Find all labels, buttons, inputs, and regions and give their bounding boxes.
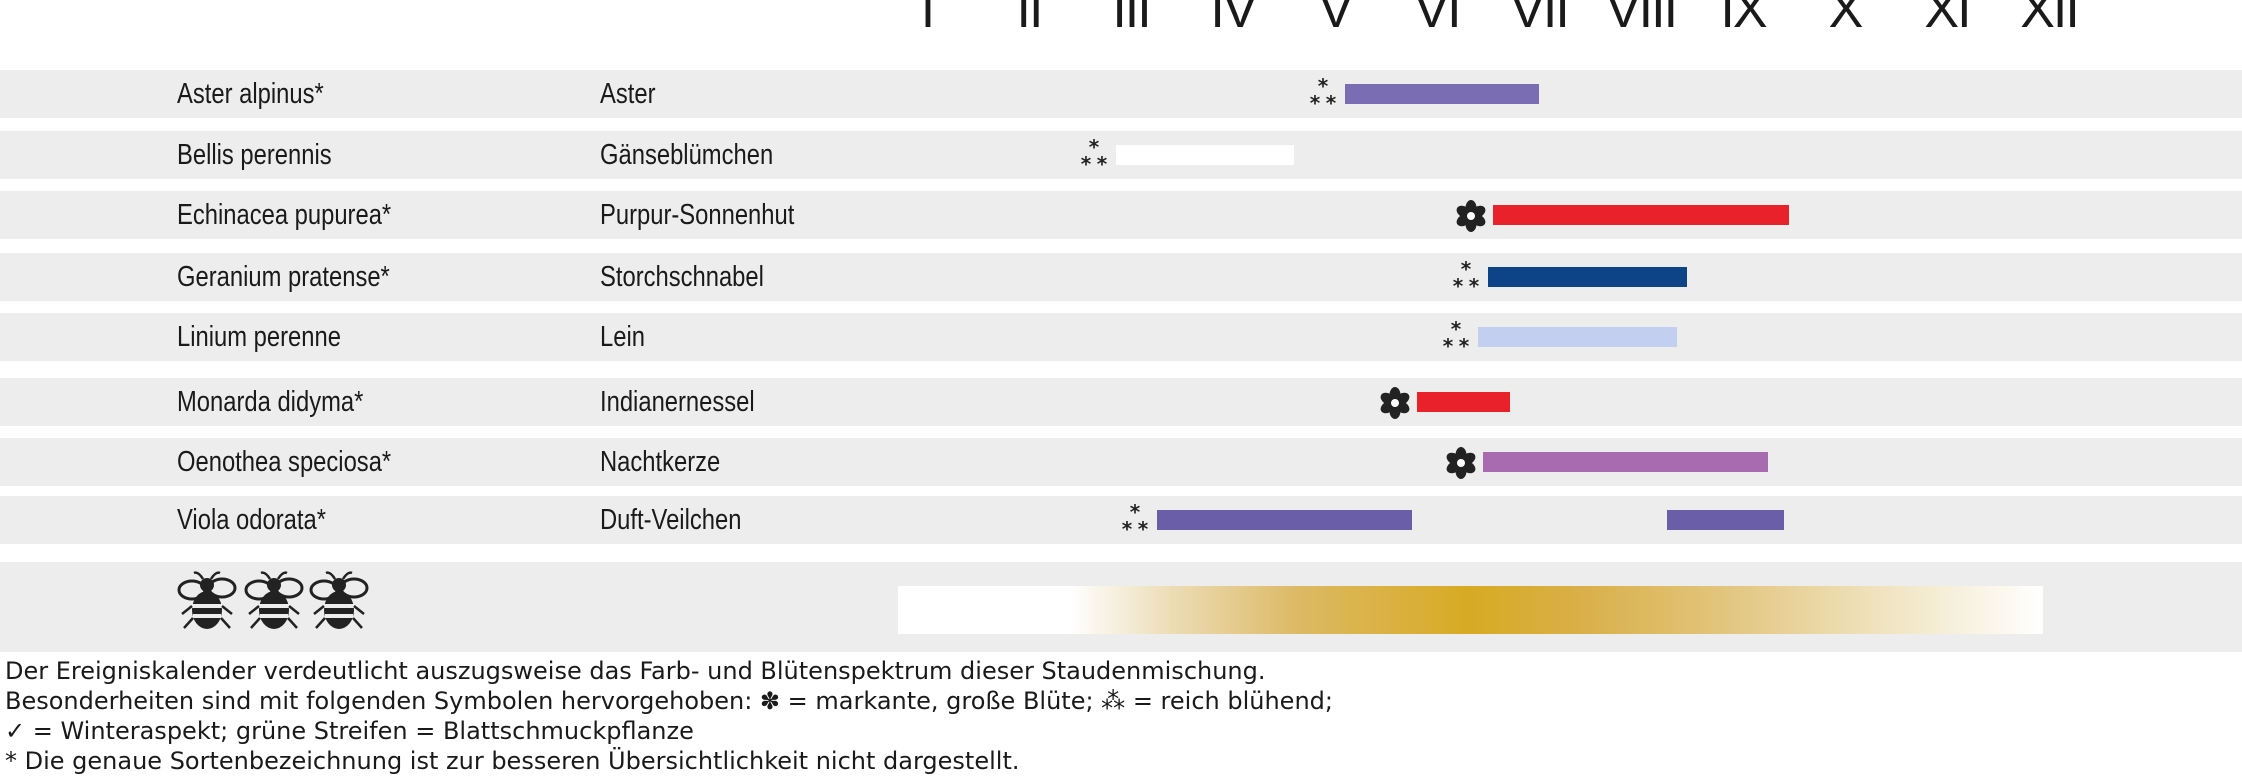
legend-text: Der Ereigniskalender verdeutlicht auszug… (5, 656, 1333, 776)
scientific-name-label: Bellis perennis (177, 139, 332, 171)
month-label: X (1828, 0, 1864, 39)
bloom-period-bar (1156, 510, 1412, 530)
chart-row: Viola odorata* Duft-Veilchen * * * (0, 496, 2242, 544)
svg-text:*: * (1121, 517, 1132, 541)
scientific-name-label: Geranium pratense* (177, 261, 390, 293)
legend-line-1: Der Ereigniskalender verdeutlicht auszug… (5, 657, 1266, 685)
bee-icon (244, 571, 304, 629)
bloom-period-bar (1493, 205, 1789, 225)
bloom-calendar-chart: I II III IV V VI VII VIII IX X XI XII Aster alpinus*… (0, 0, 2242, 652)
chart-row: Linium perenne Lein * * * (0, 313, 2242, 361)
rich-blooming-icon: ** * (1453, 257, 1480, 298)
month-label: VI (1414, 0, 1461, 39)
month-label: XI (1924, 0, 1971, 39)
svg-text:*: * (1443, 334, 1454, 358)
scientific-name-label: Linium perenne (177, 321, 341, 353)
bloom-period-bar (1488, 267, 1687, 287)
bloom-period-bar (1345, 84, 1539, 104)
rich-blooming-icon: ** * (1080, 135, 1107, 176)
legend-line-3: ✓ = Winteraspekt; grüne Streifen = Blatt… (5, 717, 694, 745)
bloom-period-bar (1115, 145, 1295, 165)
month-label: III (1112, 0, 1151, 39)
chart-row: Echinacea pupurea* Purpur-Sonnenhut (0, 191, 2242, 239)
svg-text:*: * (1318, 74, 1329, 98)
month-label: II (1016, 0, 1044, 39)
svg-text:*: * (1326, 91, 1337, 115)
common-name-label: Lein (600, 321, 645, 353)
svg-text:*: * (1096, 152, 1107, 176)
bloom-period-bar (1666, 510, 1784, 530)
common-name-label: Storchschnabel (600, 261, 764, 293)
month-label: V (1318, 0, 1354, 39)
pollinator-gradient-bar (898, 586, 2043, 634)
month-label: I (920, 0, 936, 39)
svg-text:*: * (1137, 517, 1148, 541)
legend-line-2: Besonderheiten sind mit folgenden Symbol… (5, 687, 1333, 715)
svg-text:*: * (1453, 274, 1464, 298)
svg-text:*: * (1310, 91, 1321, 115)
bloom-period-bar (1416, 392, 1511, 412)
rich-blooming-icon: ** * (1443, 317, 1470, 358)
common-name-label: Purpur-Sonnenhut (600, 199, 795, 231)
large-flower-icon (1380, 387, 1409, 419)
month-label: IX (1720, 0, 1767, 39)
month-label: XII (2020, 0, 2080, 39)
scientific-name-label: Echinacea pupurea* (177, 199, 392, 231)
svg-text:*: * (1088, 135, 1099, 159)
scientific-name-label: Oenothea speciosa* (177, 446, 392, 478)
bee-icon (177, 571, 237, 629)
common-name-label: Indianernessel (600, 386, 755, 418)
common-name-label: Duft-Veilchen (600, 504, 742, 536)
legend-line-4: * Die genaue Sortenbezeichnung ist zur b… (5, 747, 1020, 775)
bloom-period-bar (1477, 327, 1677, 347)
svg-text:*: * (1469, 274, 1480, 298)
month-label: VIII (1605, 0, 1678, 39)
scientific-name-label: Monarda didyma* (177, 386, 364, 418)
svg-text:*: * (1080, 152, 1091, 176)
chart-row: Geranium pratense* Storchschnabel * * * (0, 253, 2242, 301)
scientific-name-label: Viola odorata* (177, 504, 326, 536)
bloom-period-bar (1482, 452, 1769, 472)
chart-row: Oenothea speciosa* Nachtkerze (0, 438, 2242, 486)
month-label: IV (1210, 0, 1257, 39)
rich-blooming-icon: ** * (1310, 74, 1337, 115)
svg-text:*: * (1459, 334, 1470, 358)
svg-text:*: * (1451, 317, 1462, 341)
common-name-label: Gänseblümchen (600, 139, 774, 171)
chart-row: Bellis perennis Gänseblümchen * * * (0, 131, 2242, 179)
bee-icon (309, 571, 369, 629)
chart-row: Aster alpinus* Aster * * * (0, 70, 2242, 118)
large-flower-icon (1446, 447, 1476, 479)
svg-text:*: * (1129, 500, 1140, 524)
month-label: VII (1510, 0, 1570, 39)
rich-blooming-icon: ** * (1121, 500, 1148, 541)
svg-text:*: * (1461, 257, 1472, 281)
scientific-name-label: Aster alpinus* (177, 78, 324, 110)
common-name-label: Nachtkerze (600, 446, 721, 478)
common-name-label: Aster (600, 78, 656, 110)
chart-row: Monarda didyma* Indianernessel (0, 378, 2242, 426)
large-flower-icon (1456, 200, 1486, 232)
